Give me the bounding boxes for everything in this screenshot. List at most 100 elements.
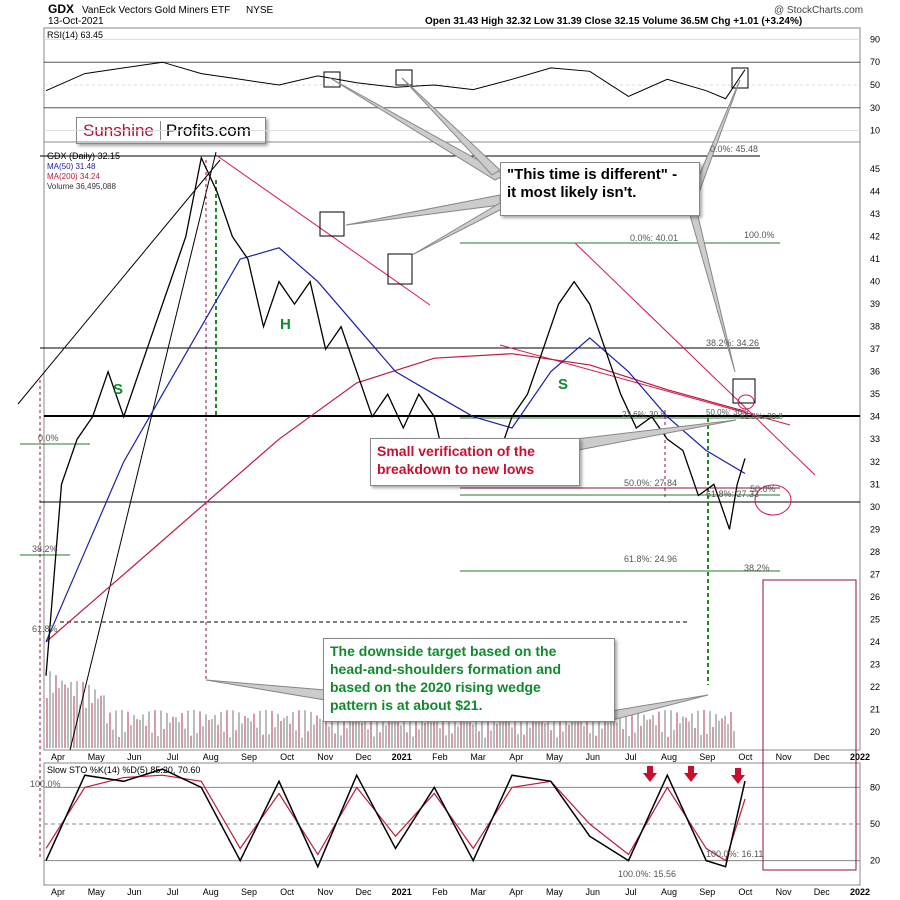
x-tick-label-bottom: Oct (738, 887, 753, 897)
volume-bar (724, 715, 726, 748)
volume-bar (583, 726, 585, 748)
volume-bar (697, 710, 699, 748)
volume-bar (301, 737, 303, 748)
price-tick-label: 23 (870, 659, 880, 669)
volume-bar (490, 730, 492, 748)
volume-bar (271, 711, 273, 748)
volume-bar (70, 681, 72, 748)
volume-bar (376, 710, 378, 748)
price-tick-label: 27 (870, 569, 880, 579)
volume-bar (76, 681, 78, 748)
x-tick-label-bottom: 2022 (850, 887, 870, 897)
price-tick-label: 22 (870, 682, 880, 692)
volume-bar (295, 730, 297, 748)
x-tick-label: Dec (814, 752, 831, 762)
volume-bar (373, 736, 375, 748)
volume-bar (382, 711, 384, 748)
volume-bar (58, 688, 60, 748)
volume-bar (493, 712, 495, 748)
volume-bar (325, 714, 327, 748)
volume-bar (334, 733, 336, 748)
volume-bar (448, 710, 450, 748)
volume-legend: Volume 36,495,088 (47, 182, 116, 191)
volume-bar (259, 710, 261, 748)
sto-fib-100c: 100.0%: 16.11 (706, 849, 764, 859)
volume-bar (415, 710, 417, 748)
volume-bar (727, 724, 729, 748)
downtrend-line-1 (215, 154, 431, 306)
fib-label-382: 38.2%: 34.26 (706, 338, 760, 348)
fib-label-50b: 50.0% (750, 484, 776, 494)
volume-bar (331, 711, 333, 748)
volume-bar (439, 728, 441, 748)
volume-bar (532, 713, 534, 748)
volume-bar (535, 721, 537, 748)
fib-label-100: 100.0% (744, 230, 775, 240)
x-tick-label-bottom: Dec (355, 887, 372, 897)
x-tick-label-bottom: Mar (470, 887, 486, 897)
volume-bar (250, 721, 252, 748)
sto-tick-label: 50 (870, 819, 880, 829)
volume-bar (178, 722, 180, 748)
sto-k-line (45, 768, 746, 869)
x-tick-label-bottom: Jul (167, 887, 179, 897)
volume-bar (640, 725, 642, 748)
volume-bar (52, 692, 54, 748)
circle-marker-1 (737, 394, 755, 410)
callout-pointer-4 (401, 77, 501, 176)
volume-bar (565, 711, 567, 748)
y-axis-price: 20 21 22 23 24 25 26 27 28 29 30 31 32 33 34 35 36 37 38 39… (870, 164, 880, 737)
arrow-stem-3 (735, 768, 741, 775)
rsi-tick-label: 50 (870, 80, 880, 90)
callout-verification-line1: Small verification of the (377, 443, 535, 459)
volume-bar (625, 710, 627, 748)
circle-marker-2 (754, 484, 792, 516)
volume-bar (397, 714, 399, 748)
sto-fib-100b: 100.0%: 15.56 (618, 869, 677, 879)
highlight-box-oct (732, 378, 756, 404)
volume-bar (700, 735, 702, 748)
arrow-stem-2 (688, 766, 694, 773)
callout-verification: Small verification of the breakdown to n… (370, 438, 580, 486)
volume-bar (181, 713, 183, 748)
price-tick-label: 42 (870, 232, 880, 242)
volume-bar (616, 722, 618, 748)
volume-bar (193, 710, 195, 748)
volume-bar (298, 710, 300, 748)
volume-bar (436, 713, 438, 748)
volume-bar (706, 733, 708, 748)
sto-d-line (45, 774, 746, 862)
volume-bar (445, 735, 447, 748)
x-tick-label: Jul (625, 752, 637, 762)
volume-bar (364, 712, 366, 748)
volume-bar (409, 710, 411, 748)
volume-bar (247, 717, 249, 748)
volume-bar (658, 711, 660, 748)
volume-bar (319, 718, 321, 748)
rsi-tick-label: 10 (870, 126, 880, 136)
right-shoulder-label: S (558, 376, 569, 393)
volume-bar (406, 732, 408, 748)
y-axis-rsi: 10 30 50 70 90 (870, 34, 880, 135)
volume-bar (496, 723, 498, 748)
volume-bar (667, 736, 669, 748)
volume-bar (550, 730, 552, 748)
volume-bar (544, 723, 546, 748)
volume-bar (292, 712, 294, 748)
volume-bar (343, 710, 345, 748)
sto-tick-label: 80 (870, 782, 880, 792)
chart-date: 13-Oct-2021 (48, 16, 104, 27)
price-tick-label: 28 (870, 547, 880, 557)
fib-label-618b: 61.8%: 24.96 (624, 554, 678, 564)
volume-bar (394, 719, 396, 748)
volume-bar (628, 736, 630, 748)
volume-bar (712, 726, 714, 748)
volume-bar (421, 712, 423, 748)
volume-bar (454, 711, 456, 748)
volume-bar (460, 714, 462, 748)
volume-bar (196, 733, 198, 748)
volume-bar (670, 710, 672, 748)
x-tick-label: Jul (167, 752, 179, 762)
volume-bar (328, 726, 330, 748)
stockcharts-credit: @ StockCharts.com (774, 5, 864, 16)
